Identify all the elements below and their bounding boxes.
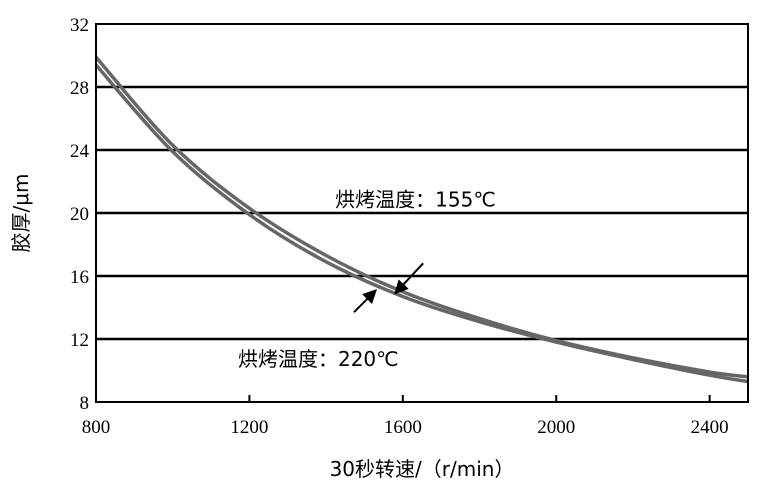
x-tick-label-1: 1200 [230,417,268,438]
plot-frame [95,23,749,403]
annotation-label-1: 烘烤温度：220℃ [238,347,399,371]
y-tick-label-2: 16 [70,267,89,288]
annotation-arrow-1 [353,289,377,313]
series-line-1 [94,63,749,384]
annotations: 烘烤温度：155℃ 烘烤温度：220℃ [238,187,496,371]
y-axis-label: 胶厚/μm [9,174,33,253]
annotation-label-0: 烘烤温度：155℃ [335,187,496,211]
x-axis-ticks: 800 1200 1600 2000 2400 [82,395,729,438]
x-axis-label: 30秒转速/（r/min） [330,457,515,481]
x-tick-label-2: 1600 [384,417,422,438]
grid-lines [96,85,748,341]
y-tick-label-5: 28 [70,78,89,99]
y-axis-ticks: 8 12 16 20 24 28 32 [70,15,90,414]
y-tick-label-1: 12 [70,330,89,351]
y-tick-label-0: 8 [80,393,90,414]
y-tick-label-3: 20 [70,204,89,225]
x-tick-label-4: 2400 [691,417,729,438]
curves [94,55,749,384]
x-tick-label-3: 2000 [537,417,575,438]
series-line-0 [94,55,749,379]
y-tick-label-4: 24 [70,141,90,162]
annotation-arrow-0 [394,262,424,295]
x-tick-label-0: 800 [82,417,111,438]
y-tick-label-6: 32 [70,15,89,36]
